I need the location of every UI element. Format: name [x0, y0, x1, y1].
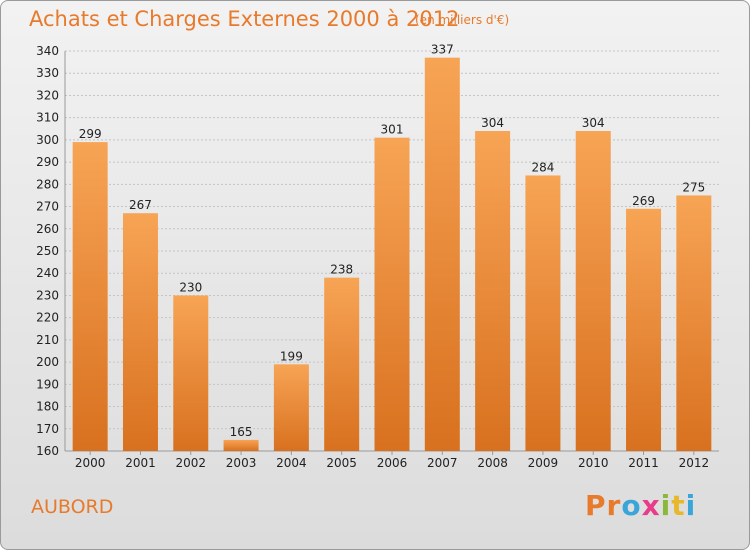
value-label: 238 [330, 263, 353, 277]
y-tick-label: 190 [36, 377, 59, 391]
y-tick-label: 300 [36, 133, 59, 147]
y-tick-label: 160 [36, 444, 59, 458]
y-tick-label: 180 [36, 400, 59, 414]
x-axis-ticks: 2000 2001 2002 2003 2004 2005 2006 2007 2008 2009… [75, 451, 709, 470]
chart-title: Achats et Charges Externes 2000 à 2012 [29, 7, 460, 31]
value-label: 230 [179, 280, 202, 294]
x-tick-label: 2010 [578, 456, 609, 470]
value-labels: 299 267 230 165 199 238 301 337 304 284 304 269 275 [79, 43, 706, 439]
bar-2006 [374, 137, 410, 451]
proxiti-logo: Proxiti [585, 489, 696, 522]
logo-letter: i [660, 489, 672, 522]
y-tick-label: 310 [36, 111, 59, 125]
value-label: 165 [230, 425, 253, 439]
x-tick-label: 2000 [75, 456, 106, 470]
y-tick-label: 260 [36, 222, 59, 236]
bar-2003 [223, 439, 259, 451]
y-tick-label: 220 [36, 311, 59, 325]
value-label: 284 [531, 160, 554, 174]
value-label: 301 [381, 123, 404, 137]
value-label: 299 [79, 127, 102, 141]
logo-letter: x [641, 489, 661, 522]
y-tick-label: 170 [36, 422, 59, 436]
y-tick-label: 270 [36, 200, 59, 214]
value-label: 304 [481, 116, 504, 130]
bars [72, 57, 712, 452]
x-tick-label: 2004 [276, 456, 307, 470]
value-label: 337 [431, 43, 454, 57]
x-tick-label: 2003 [226, 456, 257, 470]
x-tick-label: 2012 [679, 456, 710, 470]
x-tick-label: 2006 [377, 456, 408, 470]
value-label: 269 [632, 194, 655, 208]
logo-letter: r [606, 489, 622, 522]
y-tick-label: 330 [36, 66, 59, 80]
y-axis-ticks: 160 170 180 190 200 210 220 230 240 250 260 270 280 2… [36, 44, 59, 458]
logo-letter: o [621, 489, 642, 522]
x-tick-label: 2001 [125, 456, 156, 470]
bar-2010 [575, 131, 611, 451]
y-tick-label: 210 [36, 333, 59, 347]
y-tick-label: 240 [36, 266, 59, 280]
logo-letter: P [585, 489, 607, 522]
y-tick-label: 290 [36, 155, 59, 169]
y-tick-label: 230 [36, 288, 59, 302]
y-tick-label: 250 [36, 244, 59, 258]
bar-2001 [122, 213, 158, 451]
bar-2011 [626, 208, 662, 451]
bar-2002 [173, 295, 209, 451]
commune-name: AUBORD [31, 496, 114, 518]
y-tick-label: 280 [36, 177, 59, 191]
chart-subtitle: (en milliers d'€) [415, 13, 510, 27]
value-label: 199 [280, 349, 303, 363]
x-tick-label: 2009 [528, 456, 559, 470]
value-label: 304 [582, 116, 605, 130]
y-tick-label: 320 [36, 88, 59, 102]
bar-2005 [324, 277, 360, 451]
y-tick-label: 340 [36, 44, 59, 58]
bar-2000 [72, 142, 108, 451]
logo-letter: i [685, 489, 697, 522]
logo-letter: t [671, 489, 686, 522]
bar-2008 [475, 131, 511, 451]
bar-2004 [273, 364, 309, 451]
value-label: 275 [682, 180, 705, 194]
value-label: 267 [129, 198, 152, 212]
bar-2007 [424, 57, 460, 452]
y-tick-label: 200 [36, 355, 59, 369]
bar-2009 [525, 175, 561, 451]
x-tick-label: 2007 [427, 456, 458, 470]
x-tick-label: 2005 [326, 456, 357, 470]
x-tick-label: 2002 [175, 456, 206, 470]
x-tick-label: 2008 [477, 456, 508, 470]
x-tick-label: 2011 [628, 456, 659, 470]
bar-2012 [676, 195, 712, 451]
